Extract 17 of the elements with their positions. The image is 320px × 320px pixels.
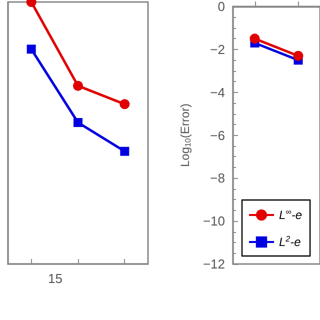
y-tick-label: −10 (202, 214, 225, 229)
point (120, 99, 130, 110)
point (26, 44, 36, 54)
y-tick-label: −4 (210, 84, 225, 100)
y-tick-label: 0 (218, 0, 225, 14)
text: 15 (48, 271, 62, 286)
y-tick-label: −12 (202, 256, 225, 272)
y-tick-label: −2 (210, 42, 225, 57)
y-tick-label: −6 (210, 128, 225, 143)
y-axis-title: Log10(Error) (178, 103, 193, 168)
point (293, 50, 304, 61)
point (250, 34, 260, 44)
point (120, 146, 130, 156)
y-tick-label: −8 (210, 170, 225, 186)
point (74, 118, 82, 128)
point (73, 80, 83, 91)
legend-label: L∞-e (279, 208, 302, 222)
